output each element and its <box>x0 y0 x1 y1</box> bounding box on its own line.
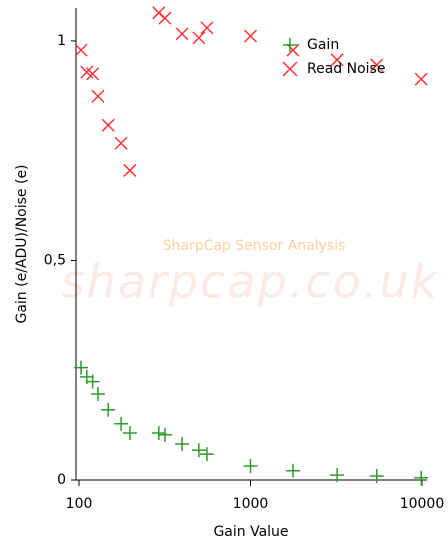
data-point <box>91 89 105 103</box>
data-point <box>414 470 429 485</box>
data-point <box>191 443 206 458</box>
data-point <box>286 43 300 57</box>
data-point <box>199 447 214 462</box>
y-tick-label: 1 <box>57 33 66 49</box>
data-point <box>123 163 137 177</box>
data-point <box>330 53 344 67</box>
data-point <box>370 58 384 72</box>
x-tick-label: 10000 <box>400 496 445 512</box>
data-point <box>369 469 384 484</box>
data-point <box>86 67 100 81</box>
data-point <box>91 386 106 401</box>
y-axis-label: Gain (e/ADU)/Noise (e) <box>14 164 30 323</box>
data-point <box>330 468 345 483</box>
data-point <box>114 136 128 150</box>
watermark-title: SharpCap Sensor Analysis <box>163 238 346 254</box>
data-point <box>243 29 258 43</box>
legend-marker <box>282 61 298 77</box>
data-point <box>157 427 172 442</box>
legend-label: Gain <box>307 37 339 53</box>
data-point <box>74 43 88 57</box>
data-point <box>101 118 115 132</box>
data-point <box>286 463 301 478</box>
data-point <box>122 426 137 441</box>
legend-label: Read Noise <box>307 61 385 77</box>
legend-marker <box>283 38 297 52</box>
watermark-url: sharpcap.co.uk <box>61 255 440 309</box>
x-tick-label: 100 <box>66 496 93 512</box>
data-point <box>85 374 100 389</box>
data-point <box>175 436 190 451</box>
data-point <box>158 11 172 25</box>
y-tick-label: 0 <box>57 472 66 488</box>
data-point <box>151 426 166 441</box>
data-point <box>192 31 206 45</box>
data-point <box>243 458 258 473</box>
data-point <box>74 360 89 375</box>
data-point <box>101 402 116 417</box>
y-tick-label: 0,5 <box>44 252 66 268</box>
data-point <box>114 416 129 431</box>
x-axis-label: Gain Value <box>213 524 288 540</box>
data-point <box>175 27 189 41</box>
data-point <box>200 21 214 35</box>
data-point <box>414 72 428 86</box>
x-tick-label: 1000 <box>233 496 269 512</box>
